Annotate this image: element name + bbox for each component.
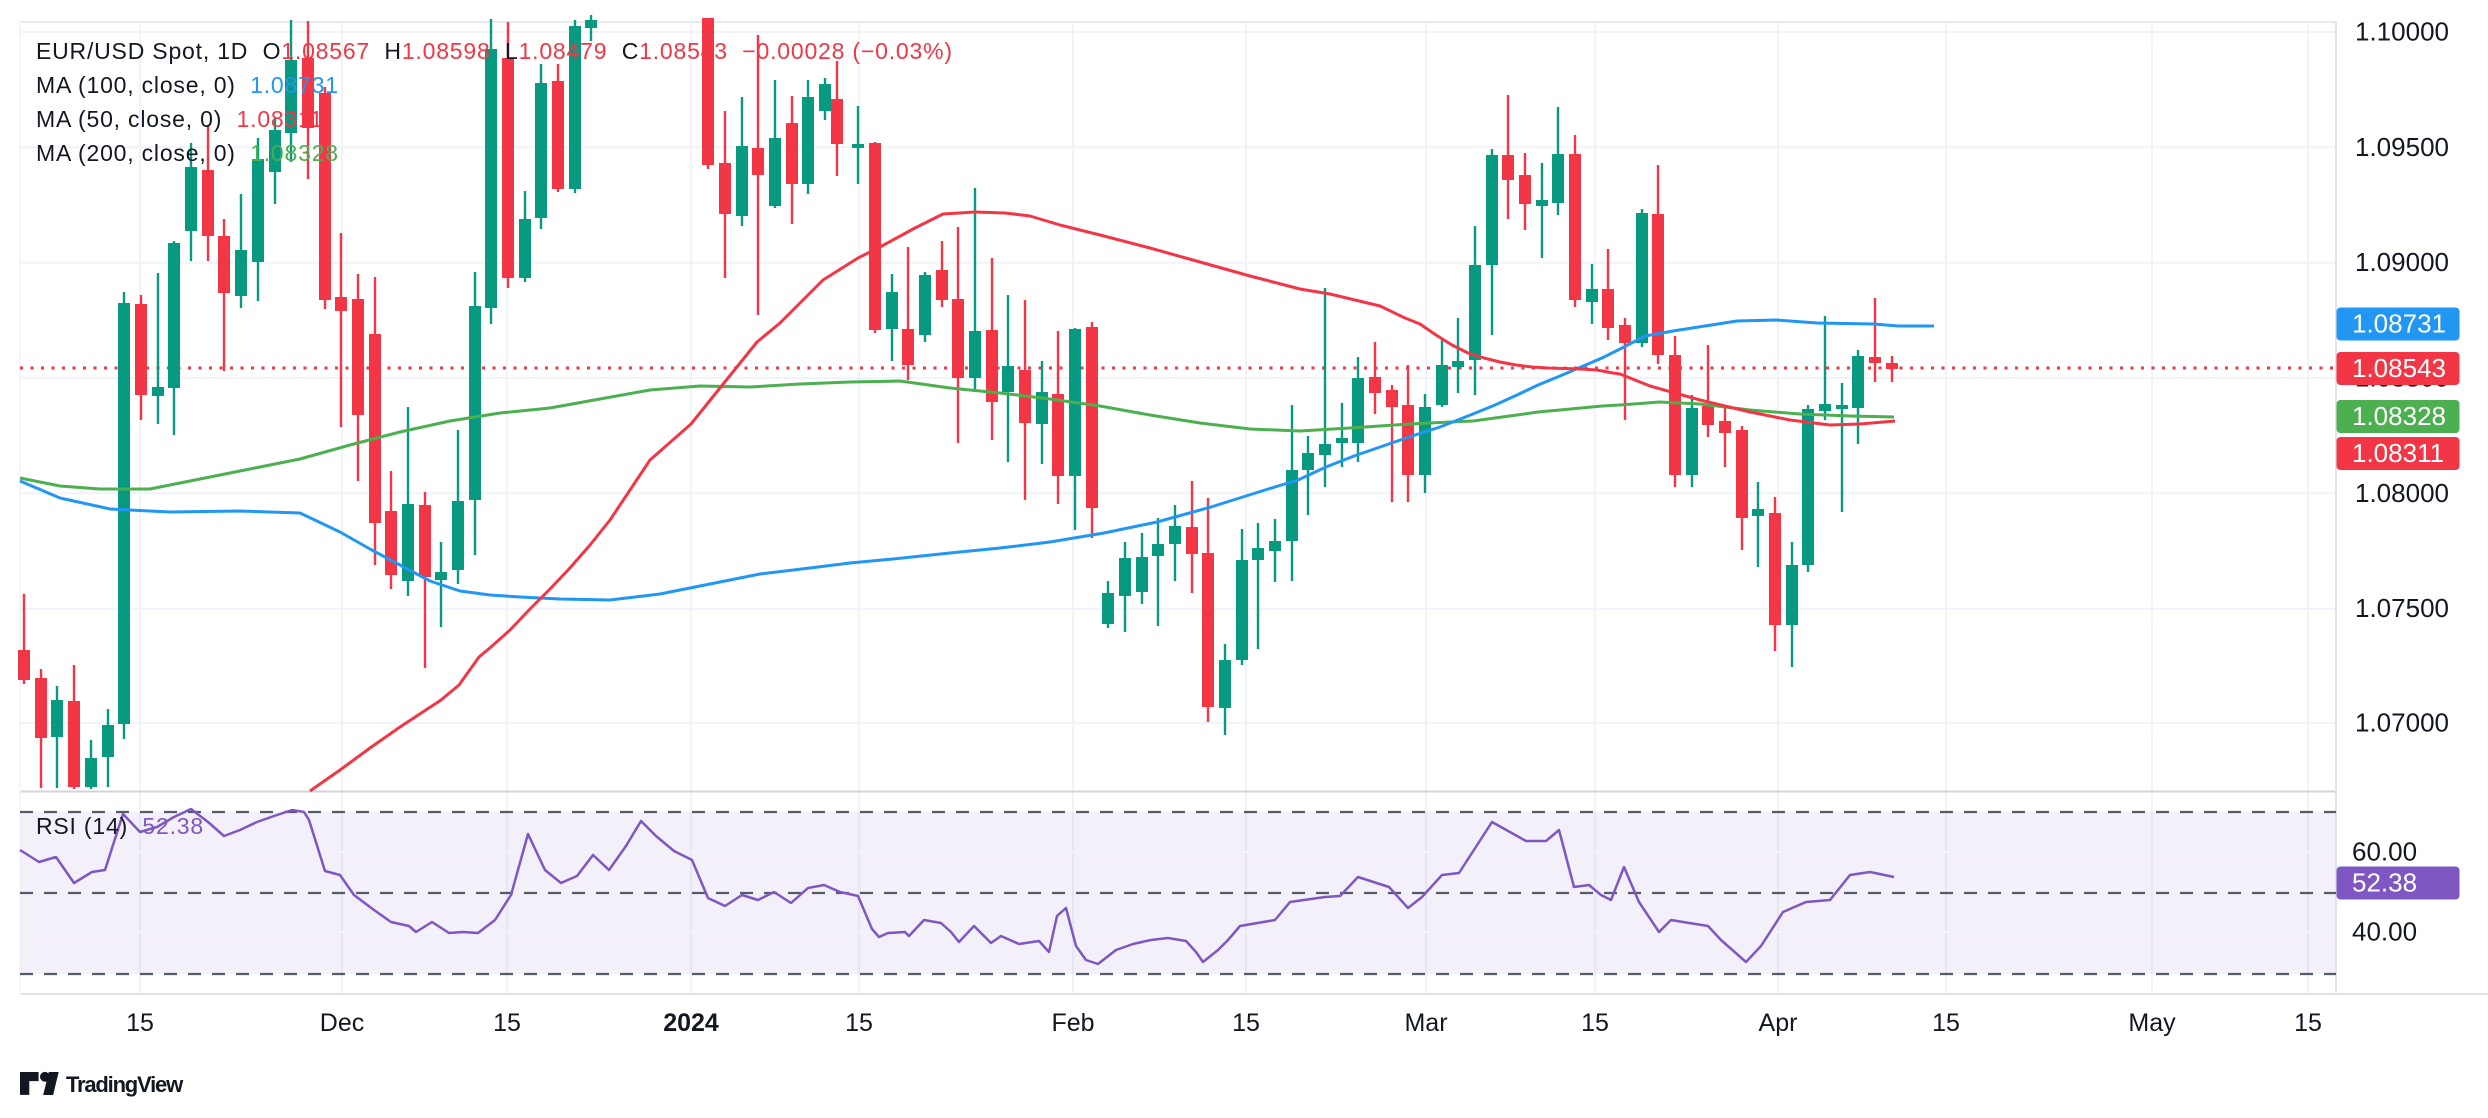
svg-text:Mar: Mar: [1404, 1009, 1447, 1037]
svg-text:EUR/USD Spot, 1D O1.08567 H1: EUR/USD Spot, 1D O1.08567 H1.08598 L1.08…: [36, 38, 953, 64]
svg-text:15: 15: [2294, 1009, 2322, 1037]
svg-text:1.08328: 1.08328: [2352, 401, 2446, 431]
svg-text:1.07500: 1.07500: [2355, 593, 2449, 623]
svg-text:2024: 2024: [663, 1009, 719, 1037]
svg-text:1.08543: 1.08543: [2352, 353, 2446, 383]
svg-text:40.00: 40.00: [2352, 917, 2417, 947]
svg-text:Apr: Apr: [1759, 1009, 1798, 1037]
svg-text:MA (200, close, 0) 1.08328: MA (200, close, 0) 1.08328: [36, 140, 339, 166]
svg-text:May: May: [2128, 1009, 2176, 1037]
svg-text:1.08000: 1.08000: [2355, 478, 2449, 508]
svg-text:Feb: Feb: [1051, 1009, 1094, 1037]
svg-text:Dec: Dec: [320, 1009, 364, 1037]
svg-text:52.38: 52.38: [2352, 868, 2417, 898]
svg-text:MA (100, close, 0) 1.08731: MA (100, close, 0) 1.08731: [36, 72, 339, 98]
svg-text:1.10000: 1.10000: [2355, 17, 2449, 47]
svg-text:15: 15: [126, 1009, 154, 1037]
svg-text:TradingView: TradingView: [66, 1072, 184, 1097]
svg-text:15: 15: [845, 1009, 873, 1037]
svg-text:RSI (14) 52.38: RSI (14) 52.38: [36, 813, 204, 839]
svg-text:1.09500: 1.09500: [2355, 132, 2449, 162]
svg-text:MA (50, close, 0) 1.08311: MA (50, close, 0) 1.08311: [36, 106, 324, 132]
svg-text:15: 15: [1232, 1009, 1260, 1037]
svg-text:1.08731: 1.08731: [2352, 309, 2446, 339]
svg-text:1.07000: 1.07000: [2355, 708, 2449, 738]
svg-text:15: 15: [1932, 1009, 1960, 1037]
svg-text:1.09000: 1.09000: [2355, 247, 2449, 277]
svg-text:15: 15: [1581, 1009, 1609, 1037]
svg-text:60.00: 60.00: [2352, 837, 2417, 867]
svg-text:1.08311: 1.08311: [2352, 438, 2444, 468]
svg-text:15: 15: [493, 1009, 521, 1037]
